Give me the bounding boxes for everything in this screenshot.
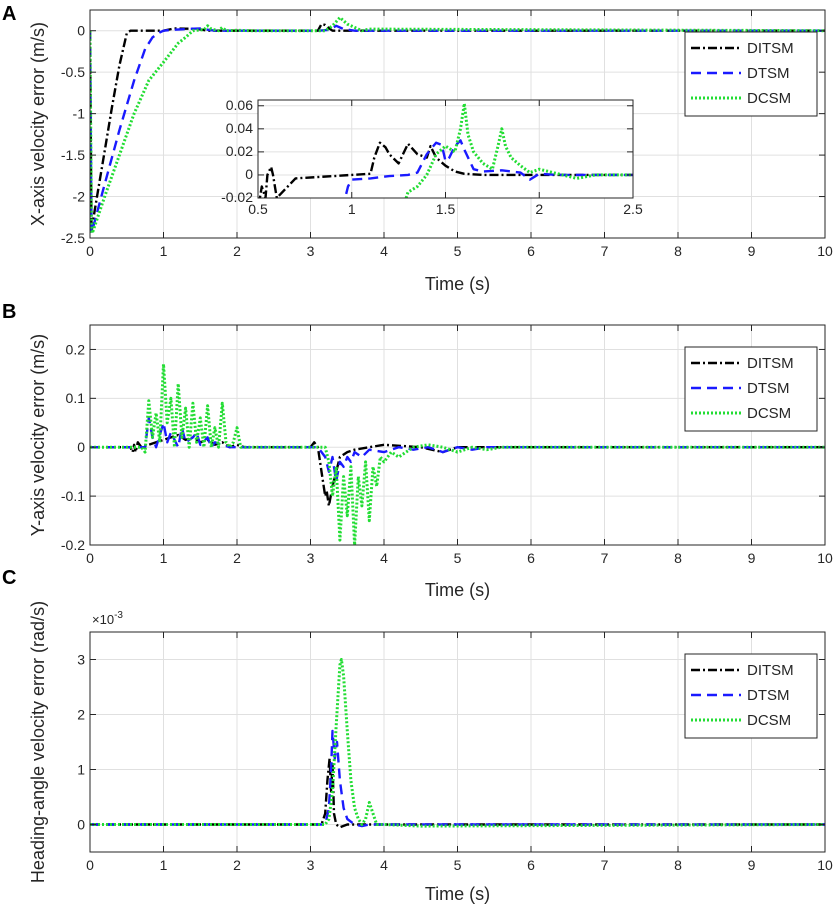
panel-c-xtick-label-3: 3 xyxy=(307,857,315,873)
panel-b-xtick-label-10: 10 xyxy=(817,550,833,566)
panel-a-y-axis-label: X-axis velocity error (m/s) xyxy=(28,22,48,226)
panel-b-xtick-label-7: 7 xyxy=(601,550,609,566)
panel-a-inset-ytick-label-3: 0.04 xyxy=(226,120,253,136)
panel-b-legend: DITSM DTSM DCSM xyxy=(684,346,818,432)
panel-b-xtick-label-8: 8 xyxy=(674,550,682,566)
panel-a-legend: DITSM DTSM DCSM xyxy=(684,31,818,117)
panel-a-xtick-label-1: 1 xyxy=(160,243,168,259)
panel-b-xtick-label-0: 0 xyxy=(86,550,94,566)
panel-c-legend-label-dcsm: DCSM xyxy=(747,712,791,729)
panel-a-ytick-label-0: -2.5 xyxy=(61,230,85,246)
panel-a-inset-ytick-label-4: 0.06 xyxy=(226,97,253,113)
panel-b-xtick-label-9: 9 xyxy=(748,550,756,566)
panel-a-xtick-label-8: 8 xyxy=(674,243,682,259)
panel-b-y-axis-label: Y-axis velocity error (m/s) xyxy=(28,334,48,536)
panel-a-letter: A xyxy=(2,3,16,25)
panel-c-ytick-label-3: 3 xyxy=(77,651,85,667)
panel-a-inset-ytick-label-0: -0.02 xyxy=(221,189,253,205)
panel-b-xtick-label-1: 1 xyxy=(160,550,168,566)
panel-a-xtick-label-5: 5 xyxy=(454,243,462,259)
panel-b-xtick-label-5: 5 xyxy=(454,550,462,566)
panel-c-y-axis-label: Heading-angle velocity error (rad/s) xyxy=(28,601,48,883)
panel-c: 0 1 2 3 4 5 6 7 8 9 10 0 1 2 3 C Time (s) Heading-angle v… xyxy=(2,567,833,904)
panel-b-xtick-label-6: 6 xyxy=(527,550,535,566)
panel-c-legend-label-dtsm: DTSM xyxy=(747,687,790,704)
panel-c-ytick-label-1: 1 xyxy=(77,761,85,777)
panel-b-ytick-label-2: 0 xyxy=(77,439,85,455)
panel-a-xtick-label-3: 3 xyxy=(307,243,315,259)
panel-a-inset-ytick-label-1: 0 xyxy=(245,166,253,182)
panel-a-inset-ytick-label-2: 0.02 xyxy=(226,143,253,159)
panel-b-series-dtsm xyxy=(90,416,825,483)
panel-a-ytick-label-1: -2 xyxy=(73,188,86,204)
panel-a-xtick-label-4: 4 xyxy=(380,243,388,259)
panel-c-exponent-power: -3 xyxy=(114,610,123,621)
panel-b-legend-label-dtsm: DTSM xyxy=(747,380,790,397)
panel-c-xtick-label-0: 0 xyxy=(86,857,94,873)
panel-c-xtick-label-6: 6 xyxy=(527,857,535,873)
panel-a-xtick-label-7: 7 xyxy=(601,243,609,259)
panel-a-x-axis-label: Time (s) xyxy=(425,274,490,294)
panel-b-ytick-label-3: 0.1 xyxy=(66,390,86,406)
panel-c-xtick-label-7: 7 xyxy=(601,857,609,873)
panel-b-xtick-label-3: 3 xyxy=(307,550,315,566)
panel-a-xtick-label-2: 2 xyxy=(233,243,241,259)
panel-b-legend-label-dcsm: DCSM xyxy=(747,405,791,422)
panel-c-series-dcsm xyxy=(90,658,825,828)
panel-a-legend-label-ditsm: DITSM xyxy=(747,40,794,57)
panel-b-series-dcsm xyxy=(90,362,825,545)
panel-c-xtick-label-9: 9 xyxy=(748,857,756,873)
panel-b-letter: B xyxy=(2,301,16,323)
panel-c-legend: DITSM DTSM DCSM xyxy=(684,653,818,739)
panel-b-xtick-label-2: 2 xyxy=(233,550,241,566)
panel-a-xtick-label-0: 0 xyxy=(86,243,94,259)
panel-a-inset-series-dcsm xyxy=(404,102,633,198)
panel-a-xtick-label-9: 9 xyxy=(748,243,756,259)
panel-c-xtick-label-2: 2 xyxy=(233,857,241,873)
panel-c-xtick-label-8: 8 xyxy=(674,857,682,873)
panel-a-inset: 0.5 1 1.5 2 2.5 -0.02 0 0.02 0.04 0.06 xyxy=(221,97,643,217)
panel-a-inset-xtick-label-2: 1.5 xyxy=(436,201,456,217)
panel-a-ytick-label-3: -1 xyxy=(73,106,86,122)
panel-c-exponent-base: ×10 xyxy=(92,612,114,627)
panel-a-xtick-label-6: 6 xyxy=(527,243,535,259)
panel-c-exponent-label: ×10-3 xyxy=(92,610,123,627)
panel-c-xtick-label-5: 5 xyxy=(454,857,462,873)
panel-c-x-axis-label: Time (s) xyxy=(425,884,490,904)
panel-b-legend-label-ditsm: DITSM xyxy=(747,355,794,372)
panel-a-inset-xtick-label-3: 2 xyxy=(535,201,543,217)
panel-b-x-axis-label: Time (s) xyxy=(425,580,490,600)
panel-a-legend-label-dtsm: DTSM xyxy=(747,65,790,82)
panel-c-xtick-label-10: 10 xyxy=(817,857,833,873)
panel-b-ytick-label-0: -0.2 xyxy=(61,537,85,553)
panel-a-xtick-label-10: 10 xyxy=(817,243,833,259)
panel-b-xtick-label-4: 4 xyxy=(380,550,388,566)
panel-b-ytick-label-1: -0.1 xyxy=(61,488,85,504)
panel-a-ytick-label-2: -1.5 xyxy=(61,147,85,163)
panel-a-ytick-label-4: -0.5 xyxy=(61,64,85,80)
panel-c-ytick-label-0: 0 xyxy=(77,816,85,832)
panel-a-legend-label-dcsm: DCSM xyxy=(747,90,791,107)
panel-c-letter: C xyxy=(2,567,16,589)
panel-a-inset-xtick-label-1: 1 xyxy=(348,201,356,217)
panel-a-inset-xtick-label-0: 0.5 xyxy=(248,201,268,217)
panel-a-inset-xtick-label-4: 2.5 xyxy=(623,201,643,217)
panel-c-xtick-label-1: 1 xyxy=(160,857,168,873)
panel-a-series-dtsm xyxy=(90,24,825,235)
panel-a-inset-series-dtsm xyxy=(343,139,633,198)
panel-c-series-dtsm xyxy=(90,729,825,828)
panel-b: 0 1 2 3 4 5 6 7 8 9 10 -0.2 -0.1 0 0.1 0.2 B Time (s) Y-ax… xyxy=(2,301,833,600)
panel-a-inset-series-ditsm xyxy=(258,141,633,198)
panel-a-ytick-label-5: 0 xyxy=(77,23,85,39)
panel-c-legend-label-ditsm: DITSM xyxy=(747,662,794,679)
panel-c-xtick-label-4: 4 xyxy=(380,857,388,873)
panel-c-ytick-label-2: 2 xyxy=(77,706,85,722)
panel-b-ytick-label-4: 0.2 xyxy=(66,341,86,357)
